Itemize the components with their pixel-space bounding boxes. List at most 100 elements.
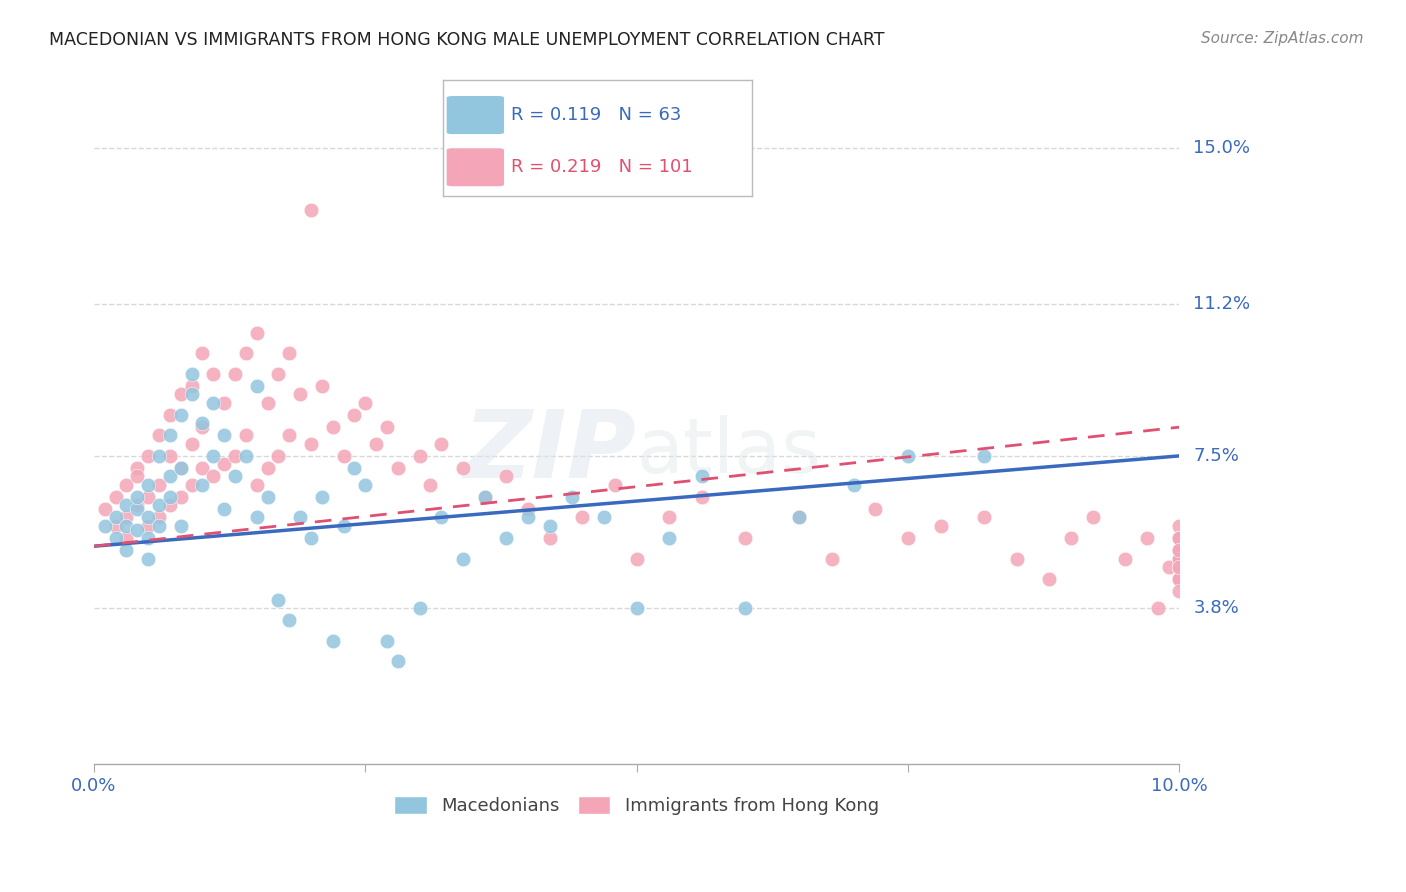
Point (1168, 559, 1191, 574)
Text: R = 0.119   N = 63: R = 0.119 N = 63 (510, 106, 682, 124)
Point (821, 551, 844, 566)
FancyBboxPatch shape (446, 147, 505, 187)
Point (387, 461, 409, 475)
Point (789, 510, 811, 524)
Point (256, 461, 278, 475)
Point (1168, 531, 1191, 545)
Point (299, 202, 322, 217)
Point (626, 600, 648, 615)
Point (354, 477, 377, 491)
Point (246, 510, 269, 524)
Point (343, 461, 366, 475)
Point (115, 531, 138, 545)
Point (626, 551, 648, 566)
Point (212, 428, 235, 442)
Point (495, 531, 517, 545)
Point (212, 457, 235, 471)
Point (451, 461, 474, 475)
Point (127, 502, 149, 516)
Point (311, 379, 333, 393)
Point (278, 428, 301, 442)
Point (191, 420, 214, 434)
Point (170, 461, 193, 475)
Point (1168, 572, 1191, 586)
Point (299, 436, 322, 450)
Point (789, 510, 811, 524)
Point (1168, 543, 1191, 558)
Point (104, 531, 127, 545)
Point (517, 510, 540, 524)
Text: MACEDONIAN VS IMMIGRANTS FROM HONG KONG MALE UNEMPLOYMENT CORRELATION CHART: MACEDONIAN VS IMMIGRANTS FROM HONG KONG … (49, 31, 884, 49)
Point (115, 510, 138, 524)
Point (170, 461, 193, 475)
Point (235, 346, 257, 360)
Point (202, 449, 225, 463)
Point (842, 477, 865, 491)
Point (1168, 531, 1191, 545)
Point (366, 436, 388, 450)
Point (267, 592, 290, 607)
Point (1168, 543, 1191, 558)
Point (1168, 584, 1191, 599)
Point (148, 498, 170, 512)
Point (387, 654, 409, 668)
Point (191, 416, 214, 430)
Point (1157, 559, 1180, 574)
Point (474, 490, 496, 504)
Point (1168, 543, 1191, 558)
Point (127, 523, 149, 537)
Point (170, 387, 193, 401)
Point (256, 490, 278, 504)
Point (1168, 559, 1191, 574)
Point (278, 346, 301, 360)
Text: 7.5%: 7.5% (1194, 447, 1239, 465)
Point (593, 510, 616, 524)
Point (322, 633, 344, 648)
Point (474, 490, 496, 504)
Point (1168, 551, 1191, 566)
Point (104, 510, 127, 524)
Point (560, 490, 582, 504)
Point (246, 326, 269, 340)
Point (136, 449, 159, 463)
Point (1136, 531, 1159, 545)
Point (246, 379, 269, 393)
Point (224, 449, 246, 463)
Point (159, 428, 181, 442)
Point (278, 613, 301, 627)
Point (202, 395, 225, 409)
Point (148, 449, 170, 463)
Point (212, 502, 235, 516)
Point (224, 367, 246, 381)
Point (322, 420, 344, 434)
Y-axis label: Male Unemployment: Male Unemployment (0, 332, 8, 518)
Point (180, 379, 202, 393)
Point (115, 518, 138, 533)
Point (375, 420, 398, 434)
Point (288, 510, 311, 524)
Point (202, 367, 225, 381)
Point (148, 428, 170, 442)
Text: 11.2%: 11.2% (1194, 295, 1250, 313)
Point (538, 518, 561, 533)
Point (115, 477, 138, 491)
Point (159, 490, 181, 504)
Point (170, 408, 193, 422)
Point (1168, 551, 1191, 566)
Point (1081, 510, 1104, 524)
Point (127, 461, 149, 475)
Point (224, 469, 246, 483)
Point (332, 449, 354, 463)
Point (136, 490, 159, 504)
Text: R = 0.219   N = 101: R = 0.219 N = 101 (510, 158, 693, 177)
Point (202, 469, 225, 483)
Point (1168, 543, 1191, 558)
Point (148, 518, 170, 533)
Point (1038, 572, 1060, 586)
Point (170, 490, 193, 504)
Point (148, 477, 170, 491)
Point (180, 477, 202, 491)
Point (159, 498, 181, 512)
Point (1168, 531, 1191, 545)
Point (180, 436, 202, 450)
